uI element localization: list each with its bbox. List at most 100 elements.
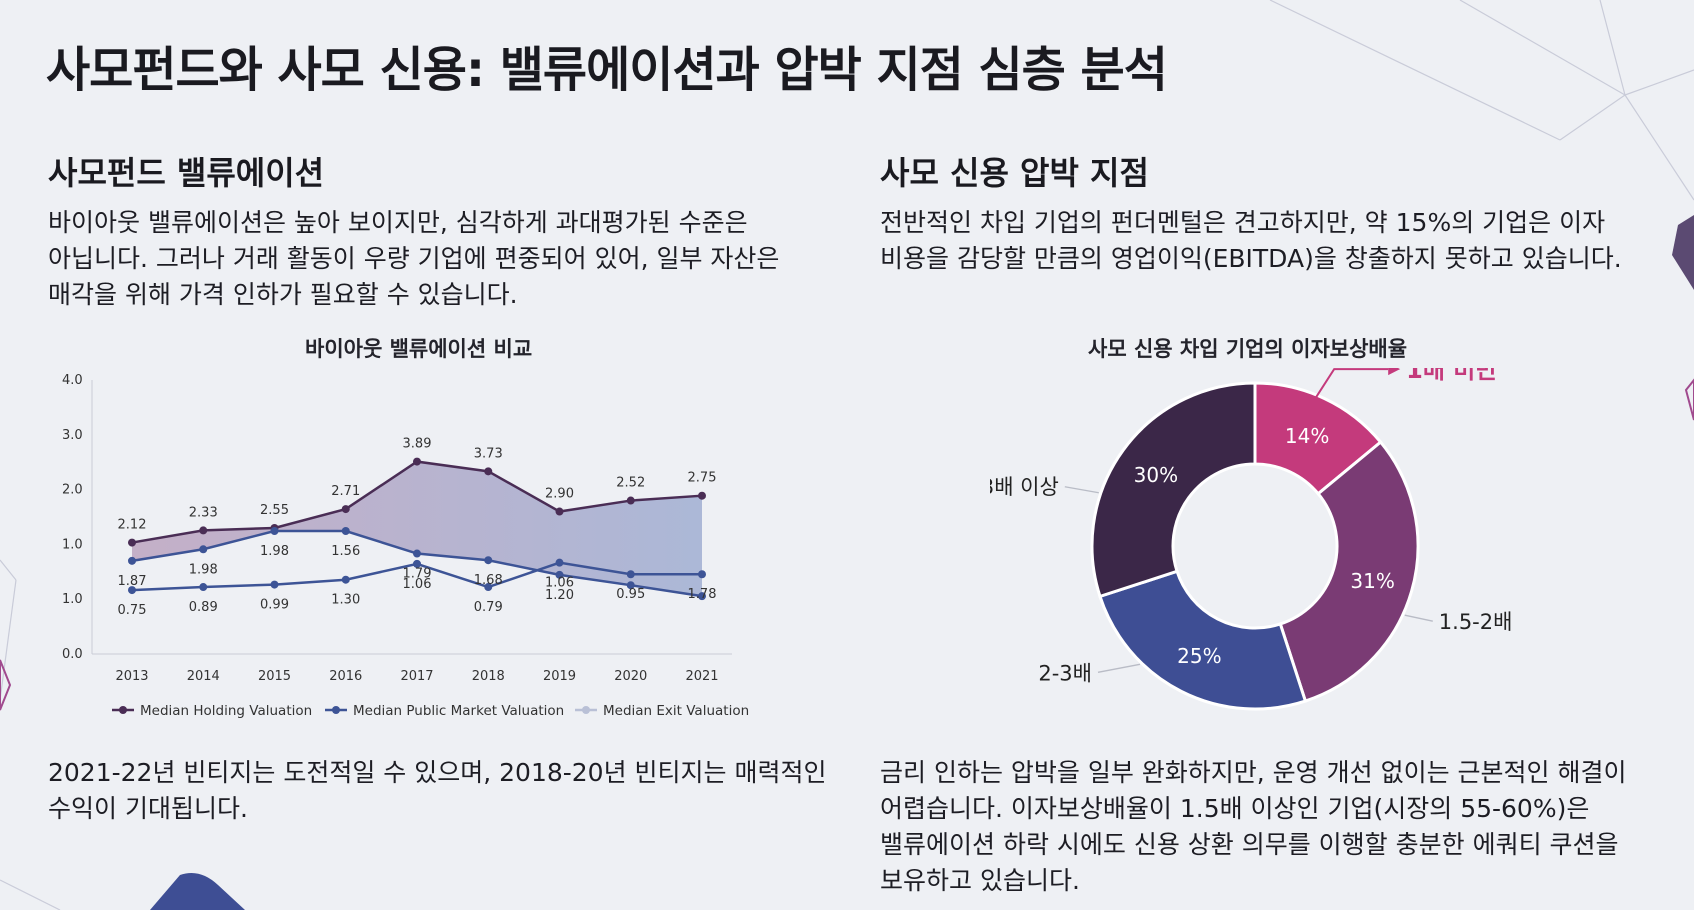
exit-valuation-point	[270, 580, 279, 589]
corner-shape-bottom	[150, 872, 245, 910]
legend-label: Median Exit Valuation	[603, 703, 749, 719]
donut-slice-above-3x	[1090, 381, 1257, 599]
exit-data-label: 1.78	[688, 587, 717, 602]
holding-data-label: 2.52	[616, 476, 645, 491]
x-tick-label: 2020	[614, 669, 647, 684]
public-data-label: 1.87	[118, 574, 147, 589]
donut-chart-title: 사모 신용 차입 기업의 이자보상배율	[1088, 337, 1408, 361]
buyout-valuation-line-chart: 2.12 2.33 2.55 2.71 3.89 3.73 2.90 2.52 2.75 1.87…	[62, 373, 749, 719]
description-line: 아닙니다. 그러나 거래 활동이 우량 기업에 편중되어 있어, 일부 자산은	[48, 244, 780, 273]
public-data-label: 1.20	[545, 588, 574, 603]
note-line: 수익이 기대됩니다.	[48, 794, 248, 823]
holding-data-label: 2.75	[688, 471, 717, 486]
y-tick-label: 4.0	[62, 373, 83, 388]
public-data-label: 1.98	[260, 544, 289, 559]
exit-valuation-point	[698, 570, 706, 579]
public-data-label: 1.68	[474, 573, 503, 588]
x-tick-label: 2015	[258, 669, 291, 684]
exit-valuation-point	[413, 559, 421, 568]
public-market-valuation-point	[341, 527, 350, 536]
description-line: 전반적인 차입 기업의 펀더멘털은 견고하지만, 약 15%의 기업은 이자	[880, 208, 1606, 237]
x-tick-label: 2018	[472, 669, 505, 684]
public-data-label: 1.79	[403, 567, 432, 582]
public-data-label: 1.56	[331, 544, 360, 559]
holding-data-label: 2.33	[189, 505, 218, 520]
donut-slice-2-to-3x	[1098, 569, 1308, 711]
donut-category-label: 1.5-2배	[1439, 610, 1513, 634]
public-market-valuation-point	[270, 527, 279, 536]
x-tick-label: 2017	[400, 669, 433, 684]
y-tick-label: 3.0	[62, 428, 83, 443]
donut-value-label: 30%	[1134, 463, 1178, 487]
y-tick-label: 2.0	[62, 483, 83, 498]
callout-arrowhead	[1388, 368, 1401, 376]
legend-swatch-dot	[582, 706, 590, 714]
exit-valuation-point	[128, 586, 136, 595]
public-market-valuation-point	[555, 570, 564, 579]
exit-data-label: 0.99	[260, 598, 289, 613]
holding-data-label: 2.90	[545, 487, 574, 502]
page-title: 사모펀드와 사모 신용: 밸류에이션과 압박 지점 심층 분석	[46, 42, 1168, 98]
public-market-valuation-point	[413, 549, 421, 558]
public-market-valuation-point	[128, 556, 136, 565]
exit-data-label: 0.89	[189, 600, 218, 615]
holding-valuation-point	[698, 491, 706, 500]
exit-data-label: 0.79	[474, 600, 503, 615]
donut-category-label: 3배 이상	[990, 475, 1059, 499]
interest-coverage-donut-chart: 14% 31% 25% 30% 1배 미만 1.5-2배 2-3배 3배 이상	[990, 368, 1513, 711]
holding-data-label: 3.73	[474, 446, 503, 461]
legend-swatch-dot	[119, 706, 127, 714]
exit-valuation-point	[199, 583, 208, 592]
vintage-note: 2021-22년 빈티지는 도전적일 수 있으며, 2018-20년 빈티지는 …	[48, 755, 827, 827]
public-market-valuation-point	[698, 592, 706, 601]
holding-valuation-point	[555, 507, 564, 516]
x-tick-label: 2013	[115, 669, 148, 684]
exit-valuation-point	[341, 575, 350, 584]
leader-line	[1097, 663, 1141, 673]
exit-data-label: 1.06	[545, 576, 574, 591]
leader-line	[1064, 486, 1099, 494]
x-tick-label: 2016	[329, 669, 362, 684]
holding-valuation-point	[413, 457, 421, 466]
note-line: 어렵습니다. 이자보상배율이 1.5배 이상인 기업(시장의 55-60%)은	[880, 794, 1590, 823]
holding-valuation-point	[626, 496, 635, 505]
callout-arrow-line	[1315, 368, 1389, 398]
legend-swatch-dot	[332, 706, 340, 714]
holding-data-label: 2.55	[260, 503, 289, 518]
leader-line	[1404, 614, 1433, 622]
exit-valuation-point	[555, 558, 564, 567]
exit-valuation-point	[626, 570, 635, 579]
holding-valuation-point	[199, 526, 208, 535]
note-line: 금리 인하는 압박을 일부 완화하지만, 운영 개선 없이는 근본적인 해결이	[880, 758, 1627, 787]
x-tick-label: 2019	[543, 669, 576, 684]
donut-value-label: 25%	[1177, 644, 1221, 668]
exit-data-label: 0.95	[616, 587, 645, 602]
holding-data-label: 3.89	[403, 437, 432, 452]
legend-label: Median Public Market Valuation	[353, 703, 564, 719]
y-tick-label: 0.0	[62, 647, 83, 662]
exit-data-label: 1.06	[403, 577, 432, 592]
public-market-valuation-point	[626, 581, 635, 590]
y-tick-label: 1.0	[62, 537, 83, 552]
legend-label: Median Holding Valuation	[140, 703, 312, 719]
note-line: 밸류에이션 하락 시에도 신용 상환 의무를 이행할 충분한 에쿼티 쿠션을	[880, 830, 1619, 859]
private-credit-description: 전반적인 차입 기업의 펀더멘털은 견고하지만, 약 15%의 기업은 이자 비…	[880, 205, 1622, 277]
note-line: 2021-22년 빈티지는 도전적일 수 있으며, 2018-20년 빈티지는 …	[48, 758, 827, 787]
corner-shape-right	[1672, 215, 1694, 290]
x-tick-label: 2021	[685, 669, 718, 684]
exit-valuation-point	[484, 583, 493, 592]
corner-outline-left	[0, 659, 12, 711]
line-chart-title: 바이아웃 밸류에이션 비교	[305, 337, 533, 361]
public-data-label: 1.98	[189, 562, 218, 577]
description-line: 비용을 감당할 만큼의 영업이익(EBITDA)을 창출하지 못하고 있습니다.	[880, 244, 1622, 273]
holding-valuation-point	[128, 538, 136, 547]
holding-valuation-point	[484, 467, 493, 476]
description-line: 바이아웃 밸류에이션은 높아 보이지만, 심각하게 과대평가된 수준은	[48, 208, 748, 237]
donut-category-label: 1배 미만	[1406, 368, 1497, 384]
donut-value-label: 31%	[1350, 569, 1394, 593]
public-market-valuation-point	[484, 556, 493, 565]
donut-category-label: 2-3배	[1038, 661, 1092, 685]
public-market-valuation-point	[199, 545, 208, 554]
private-credit-heading: 사모 신용 압박 지점	[880, 154, 1149, 192]
holding-data-label: 2.71	[331, 484, 360, 499]
